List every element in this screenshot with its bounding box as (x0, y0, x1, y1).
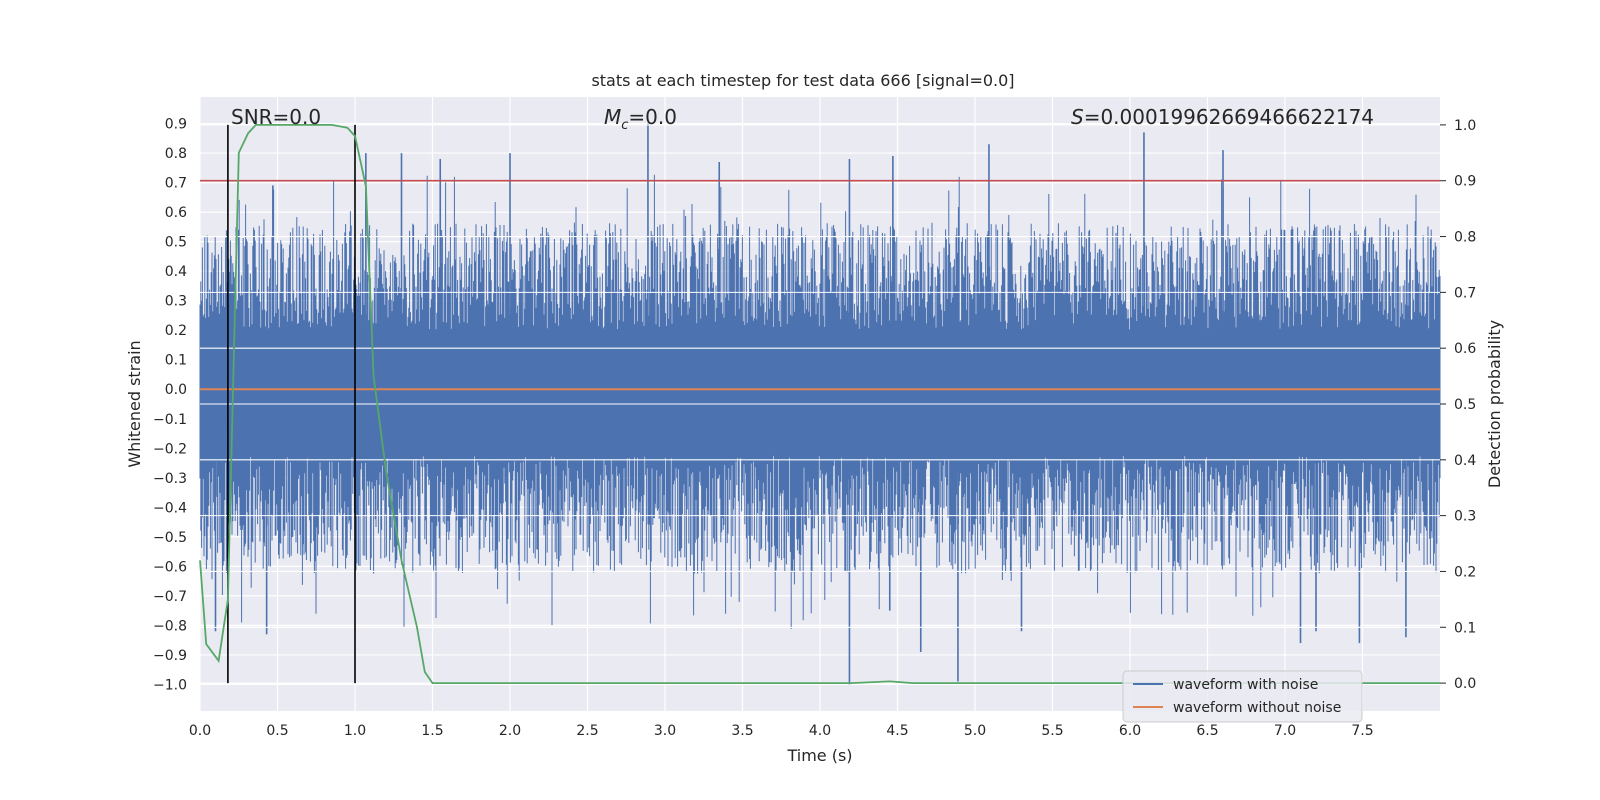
y2-tick-label: 0.5 (1454, 397, 1476, 413)
noise-trace (199, 174, 1441, 629)
chirp-mass-symbol: M (604, 105, 621, 129)
y-tick-label: 0.6 (165, 205, 187, 221)
x-tick-label: 6.5 (1196, 723, 1218, 739)
x-tick-label: 4.0 (809, 723, 831, 739)
legend-label-noise: waveform with noise (1173, 677, 1318, 693)
y-tick-label: −0.5 (153, 530, 187, 546)
chirp-mass-subscript: c (621, 118, 628, 133)
x-tick-label: 7.5 (1351, 723, 1373, 739)
y-tick-label: 0.9 (165, 117, 187, 133)
y-tick-label: 0.0 (165, 382, 187, 398)
legend: waveform with noise waveform without noi… (1122, 670, 1363, 723)
y-tick-label: −0.3 (153, 471, 187, 487)
y-tick-label: −0.4 (153, 500, 187, 516)
y2-tick-label: 0.3 (1454, 509, 1476, 525)
x-tick-label: 1.5 (421, 723, 443, 739)
y-tick-label: 0.8 (165, 146, 187, 162)
y2-tick-label: 0.9 (1454, 174, 1476, 190)
y-ticks: 0.9 0.8 0.7 0.6 0.5 0.4 0.3 0.2 0.1 0.0 −0.1 −0.2 −0… (153, 117, 187, 694)
x-tick-label: 7.0 (1274, 723, 1296, 739)
x-tick-label: 4.5 (886, 723, 908, 739)
y-tick-label: −0.9 (153, 648, 187, 664)
y2-tick-label: 0.4 (1454, 453, 1476, 469)
x-tick-label: 0.5 (266, 723, 288, 739)
x-tick-label: 3.0 (654, 723, 676, 739)
score-symbol: S (1071, 105, 1084, 129)
y-tick-label: −0.7 (153, 589, 187, 605)
y-tick-label: 0.5 (165, 235, 187, 251)
y2-ticks: 1.0 0.9 0.8 0.7 0.6 0.5 0.4 0.3 0.2 0.1 0.0 (1440, 118, 1476, 692)
y-tick-label: 0.2 (165, 323, 187, 339)
y-tick-label: −0.1 (153, 412, 187, 428)
y-tick-label: −0.2 (153, 441, 187, 457)
y2-tick-label: 0.6 (1454, 341, 1476, 357)
x-tick-label: 0.0 (189, 723, 211, 739)
chart-title: stats at each timestep for test data 666… (591, 71, 1014, 90)
y-tick-label: 0.4 (165, 264, 187, 280)
chirp-mass-value: =0.0 (628, 105, 677, 129)
x-tick-label: 3.5 (731, 723, 753, 739)
score-annotation: S=0.00019962669466622174 (1071, 105, 1374, 129)
x-tick-label: 1.0 (344, 723, 366, 739)
y2-tick-label: 0.2 (1454, 564, 1476, 580)
y-axis-label: Whitened strain (125, 340, 144, 467)
y-tick-label: 0.1 (165, 353, 187, 369)
x-tick-label: 5.5 (1041, 723, 1063, 739)
y2-tick-label: 0.1 (1454, 620, 1476, 636)
x-axis-label: Time (s) (786, 746, 852, 765)
x-tick-label: 2.0 (499, 723, 521, 739)
chirp-mass-annotation: Mc=0.0 (604, 105, 677, 133)
y-tick-label: −0.8 (153, 618, 187, 634)
y2-tick-label: 0.7 (1454, 285, 1476, 301)
legend-box (1122, 670, 1363, 723)
y-tick-label: −0.6 (153, 559, 187, 575)
x-tick-label: 6.0 (1119, 723, 1141, 739)
detection-probability-line (199, 124, 1440, 684)
legend-label-clean: waveform without noise (1173, 700, 1341, 716)
score-value: =0.00019962669466622174 (1084, 105, 1374, 129)
y-tick-label: −1.0 (153, 677, 187, 693)
y-tick-label: 0.3 (165, 294, 187, 310)
x-ticks: 0.0 0.5 1.0 1.5 2.0 2.5 3.0 3.5 4.0 4.5 5.0 5.5 6.0 6… (189, 723, 1374, 739)
y2-tick-label: 1.0 (1454, 118, 1476, 134)
x-tick-label: 5.0 (964, 723, 986, 739)
y2-tick-label: 0.0 (1454, 676, 1476, 692)
y2-tick-label: 0.8 (1454, 230, 1476, 246)
x-tick-label: 2.5 (576, 723, 598, 739)
y2-axis-label: Detection probability (1485, 320, 1504, 488)
y-tick-label: 0.7 (165, 176, 187, 192)
snr-annotation: SNR=0.0 (231, 105, 321, 129)
